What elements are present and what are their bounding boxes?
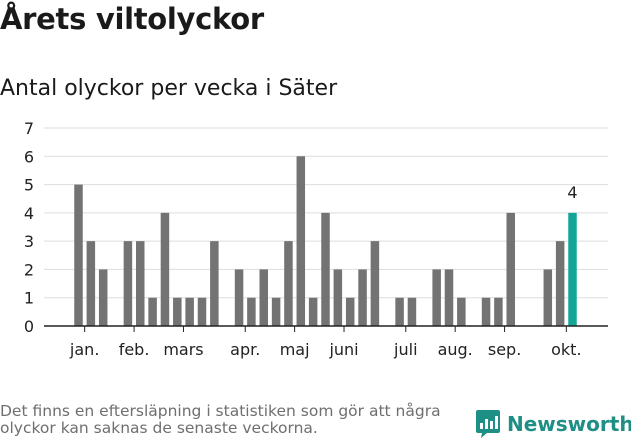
- y-tick-label: 6: [24, 147, 34, 166]
- bar: [160, 212, 170, 326]
- bar: [86, 241, 96, 326]
- bar: [506, 212, 515, 326]
- y-tick-label: 2: [24, 260, 34, 279]
- chart-subtitle: Antal olyckor per vecka i Säter: [0, 76, 338, 101]
- bars: [74, 156, 577, 326]
- bar: [432, 269, 441, 326]
- x-axis: jan. feb. mars apr. maj juni juli aug. sep. okt.: [44, 325, 608, 359]
- bar: [247, 297, 256, 326]
- y-tick-label: 7: [24, 119, 34, 138]
- bar: [395, 297, 404, 326]
- bar: [296, 156, 306, 326]
- bar: [333, 269, 343, 326]
- bar: [136, 241, 145, 326]
- bar-highlight: [568, 212, 577, 326]
- y-tick-label: 1: [24, 289, 34, 308]
- bar: [173, 297, 182, 326]
- chart-title: Årets viltolyckor: [0, 2, 264, 36]
- bar: [74, 184, 83, 326]
- bar: [494, 297, 503, 326]
- data-labels: 4: [567, 183, 577, 202]
- y-tick-label: 4: [24, 204, 34, 223]
- x-tick-label: aug.: [438, 340, 473, 359]
- y-tick-label: 3: [24, 232, 34, 251]
- bar: [259, 269, 268, 326]
- bar: [407, 297, 417, 326]
- bar: [457, 297, 466, 326]
- bar: [185, 297, 194, 326]
- bar: [98, 269, 108, 326]
- x-tick-label: feb.: [119, 340, 150, 359]
- bar: [321, 212, 330, 326]
- newsworthy-logo[interactable]: Newsworthy: [475, 408, 631, 440]
- x-tick-label: okt.: [551, 340, 581, 359]
- bar: [370, 241, 380, 326]
- x-tick-label: mars: [163, 340, 203, 359]
- bar: [481, 297, 491, 326]
- bar: [234, 269, 244, 326]
- y-tick-label: 5: [24, 176, 34, 195]
- bar: [271, 297, 281, 326]
- bar: [123, 241, 133, 326]
- highlight-value-label: 4: [567, 183, 577, 202]
- x-tick-label: apr.: [230, 340, 260, 359]
- y-tick-label: 0: [24, 317, 34, 336]
- footnote: Det finns en eftersläpning i statistiken…: [0, 402, 441, 437]
- bar: [358, 269, 367, 326]
- bar: [543, 269, 553, 326]
- bar: [148, 297, 157, 326]
- x-tick-label: jan.: [69, 340, 99, 359]
- x-tick-label: juli: [393, 340, 417, 359]
- bar: [197, 297, 207, 326]
- bar: [345, 297, 355, 326]
- y-axis-ticks: 0 1 2 3 4 5 6 7: [24, 119, 34, 336]
- x-tick-label: maj: [280, 340, 310, 359]
- bar: [308, 297, 318, 326]
- bar: [284, 241, 293, 326]
- x-tick-label: juni: [328, 340, 358, 359]
- brand-name: Newsworthy: [507, 412, 631, 436]
- bar-chart: 0 1 2 3 4 5 6 7 jan. feb. mars apr. maj juni juli aug.…: [24, 119, 608, 359]
- bar: [555, 241, 565, 326]
- x-tick-label: sep.: [488, 340, 521, 359]
- bar: [210, 241, 219, 326]
- bar: [444, 269, 454, 326]
- newsworthy-icon: [476, 410, 500, 438]
